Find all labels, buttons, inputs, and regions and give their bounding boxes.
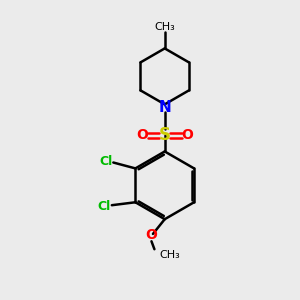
Text: O: O: [136, 128, 148, 142]
Text: S: S: [159, 126, 171, 144]
Text: Cl: Cl: [99, 154, 112, 167]
Text: CH₃: CH₃: [154, 22, 176, 32]
Text: O: O: [146, 228, 158, 242]
Text: CH₃: CH₃: [160, 250, 181, 260]
Text: O: O: [182, 128, 193, 142]
Text: N: N: [158, 100, 171, 115]
Text: Cl: Cl: [98, 200, 111, 213]
